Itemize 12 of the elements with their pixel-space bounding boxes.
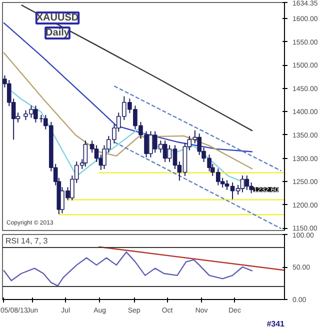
chart-title: RSI 14, 7, 3 xyxy=(6,236,48,246)
candlestick xyxy=(94,144,99,163)
candlestick xyxy=(83,140,88,168)
line-series xyxy=(3,52,254,170)
candlestick xyxy=(240,175,245,193)
candlestick xyxy=(197,133,202,156)
line-series xyxy=(3,251,254,286)
candlestick xyxy=(244,175,250,190)
line-series xyxy=(3,22,254,152)
line-series xyxy=(20,4,254,132)
text: #341 xyxy=(266,320,286,328)
candlestick xyxy=(162,140,168,163)
